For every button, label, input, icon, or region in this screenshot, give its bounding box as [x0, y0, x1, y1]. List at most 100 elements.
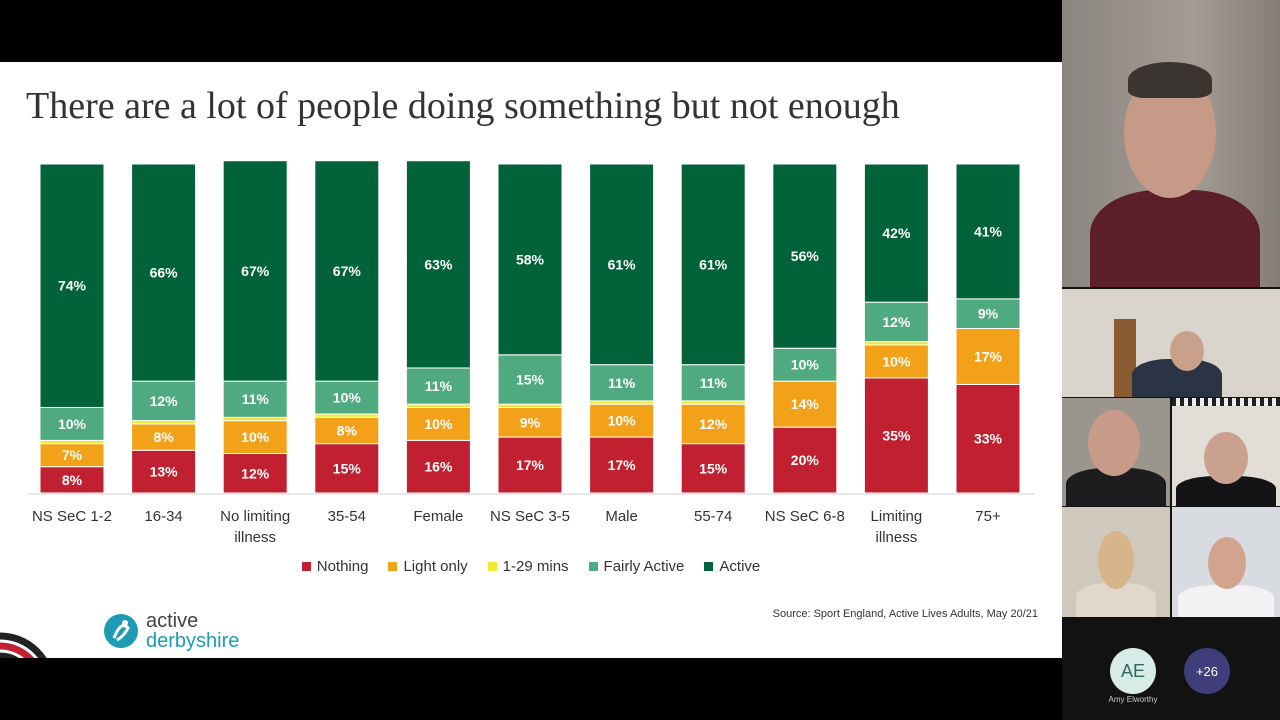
bar-segment: [772, 380, 838, 428]
data-label: 10%: [424, 416, 453, 432]
data-label: 11%: [700, 375, 728, 391]
bar-segment: [589, 436, 655, 494]
category-label: Female: [413, 508, 463, 525]
bar-segment: [589, 163, 655, 366]
data-label: 35%: [882, 427, 911, 443]
participant-avatar[interactable]: AE: [1110, 648, 1156, 694]
bar-segment: [955, 298, 1021, 329]
data-label: 12%: [241, 465, 270, 481]
participant-video-tile[interactable]: [1172, 507, 1280, 617]
stacked-bar-chart: 8% 7% 10% 74% NS SeC 1-2 13% 8% 12% 66% 16-34 12% 1…: [28, 160, 1034, 546]
legend-label: Active: [719, 558, 761, 575]
category-label: Male: [605, 508, 638, 525]
presentation-slide: There are a lot of people doing somethin…: [0, 62, 1062, 658]
participant-video-tile[interactable]: [1062, 398, 1170, 506]
legend-label: 1-29 mins: [502, 558, 569, 575]
bar-segment: [955, 328, 1021, 385]
category-label: Limiting: [871, 508, 923, 525]
data-label: 11%: [608, 375, 636, 391]
bar-segment: [863, 344, 929, 379]
legend-swatch: [487, 562, 497, 571]
legend-item: Light only: [388, 558, 468, 575]
legend-swatch: [301, 562, 311, 571]
participant-video-tile[interactable]: [1172, 398, 1280, 506]
category-label: NS SeC 3-5: [490, 508, 570, 525]
active-derbyshire-logo: active derbyshire: [104, 611, 239, 651]
logo-mark-icon: [104, 614, 138, 648]
bar-segment: [405, 367, 471, 405]
data-label: 61%: [608, 256, 637, 272]
data-label: 74%: [58, 278, 87, 294]
data-label: 10%: [333, 390, 362, 406]
bar-segment: [222, 160, 288, 382]
participant-name: Amy Elworthy: [1108, 695, 1158, 704]
data-label: 15%: [333, 460, 362, 476]
legend-label: Nothing: [316, 558, 369, 575]
category-label: 55-74: [694, 508, 732, 525]
data-label: 61%: [699, 256, 728, 272]
legend-swatch: [588, 562, 598, 571]
legend-item: Fairly Active: [588, 558, 685, 575]
data-label: 67%: [333, 263, 362, 279]
bar-segment: [314, 416, 380, 445]
bar-segment: [863, 377, 929, 494]
bar-segment: [39, 466, 105, 494]
speaker-video-tile[interactable]: [1062, 0, 1280, 287]
bar-segment: [589, 403, 655, 438]
participant-video-tile[interactable]: [1062, 289, 1280, 397]
chart-legend: Nothing Light only 1-29 mins Fairly Active A…: [0, 558, 1062, 575]
data-label: 8%: [62, 472, 83, 488]
data-label: 63%: [424, 256, 453, 272]
bar-segment: [39, 406, 105, 441]
bar-segment: [131, 163, 197, 382]
video-participants-panel: AE Amy Elworthy +26: [1062, 0, 1280, 720]
bar-segment: [222, 420, 288, 455]
legend-label: Light only: [403, 558, 468, 575]
bar-segment: [772, 163, 838, 349]
data-label: 12%: [699, 416, 728, 432]
data-label: 10%: [608, 413, 637, 429]
data-label: 16%: [424, 459, 453, 475]
data-label: 10%: [58, 416, 87, 432]
bar-segment: [680, 443, 746, 494]
data-label: 10%: [241, 429, 270, 445]
bar-segment: [497, 436, 563, 494]
data-label: 8%: [337, 422, 358, 438]
data-label: 20%: [791, 452, 820, 468]
category-label: No limiting: [220, 508, 290, 525]
bar-segment: [863, 163, 929, 303]
bar-segment: [405, 160, 471, 369]
legend-label: Fairly Active: [603, 558, 685, 575]
bar-segment: [863, 301, 929, 343]
data-label: 8%: [153, 429, 174, 445]
category-label: NS SeC 6-8: [765, 508, 845, 525]
category-label: 75+: [975, 508, 1001, 525]
more-participants-button[interactable]: +26: [1184, 648, 1230, 694]
data-label: 12%: [150, 393, 179, 409]
bar-segment: [955, 163, 1021, 300]
bar-segment: [314, 443, 380, 494]
legend-item: Nothing: [301, 558, 369, 575]
bar-segment: [589, 364, 655, 402]
bar-segment: [680, 364, 746, 402]
data-label: 13%: [150, 464, 179, 480]
bar-segment: [772, 347, 838, 382]
source-note: Source: Sport England, Active Lives Adul…: [772, 608, 1038, 620]
data-label: 33%: [974, 431, 1003, 447]
logo-text-active: active: [146, 610, 199, 632]
category-label: illness: [234, 529, 276, 546]
data-label: 67%: [241, 263, 270, 279]
corner-rings-decoration: [0, 632, 47, 658]
category-label: illness: [876, 529, 918, 546]
bar-segment: [955, 383, 1021, 494]
data-label: 15%: [699, 460, 728, 476]
bar-segment: [39, 163, 105, 408]
bar-segment: [314, 160, 380, 382]
data-label: 14%: [791, 396, 820, 412]
legend-swatch: [388, 562, 398, 571]
data-label: 11%: [425, 378, 453, 394]
data-label: 9%: [520, 414, 541, 430]
bar-segment: [497, 163, 563, 356]
bar-segment: [222, 380, 288, 418]
participant-video-tile[interactable]: [1062, 507, 1170, 617]
